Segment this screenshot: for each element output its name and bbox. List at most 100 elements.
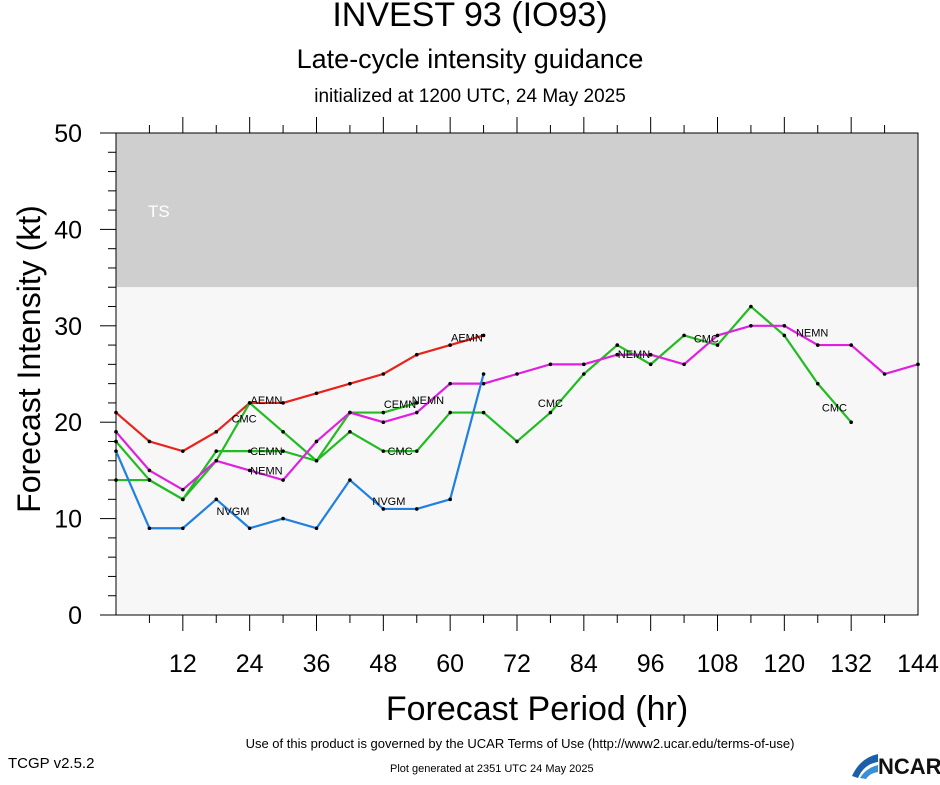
y-tick-label: 30	[54, 313, 82, 341]
data-point-cmc	[615, 343, 620, 347]
x-tick-label: 132	[830, 650, 872, 678]
data-point-nvgm	[281, 516, 285, 521]
series-label-cmc: CMC	[388, 446, 413, 458]
data-point-aemn	[281, 401, 285, 405]
series-label-cmc: CMC	[538, 398, 563, 410]
data-point-aemn	[114, 410, 118, 415]
x-tick-label: 84	[570, 650, 598, 678]
y-axis-label: Forecast Intensity (kt)	[11, 205, 47, 513]
data-point-aemn	[214, 430, 219, 434]
data-point-nemn	[348, 410, 352, 415]
band-0	[116, 133, 918, 288]
data-point-cmc	[849, 420, 853, 425]
ncar-logo-icon	[852, 754, 878, 779]
y-tick-label: 10	[54, 506, 82, 534]
data-point-cmc	[281, 430, 285, 434]
data-point-aemn	[147, 439, 152, 444]
data-point-cmc	[548, 410, 553, 415]
x-tick-label: 48	[369, 650, 397, 678]
data-point-nvgm	[414, 507, 419, 511]
series-line-cemn	[116, 401, 418, 501]
data-point-nemn	[882, 372, 887, 376]
data-point-nvgm	[481, 372, 486, 376]
series-label-cmc: CMC	[694, 333, 719, 345]
data-point-aemn	[181, 449, 185, 453]
data-point-cmc	[414, 449, 419, 453]
data-point-nemn	[114, 430, 118, 434]
terms-of-use: Use of this product is governed by the U…	[245, 736, 795, 751]
data-point-cemn	[181, 497, 185, 502]
data-point-nemn	[281, 478, 285, 482]
x-tick-label: 144	[897, 650, 939, 678]
chart-subtitle: Late-cycle intensity guidance	[296, 44, 644, 74]
data-point-nemn	[782, 324, 787, 328]
data-point-nemn	[815, 343, 820, 347]
y-tick-label: 20	[54, 409, 82, 437]
series-label-nemn: NEMN	[250, 465, 282, 477]
data-point-nemn	[849, 343, 853, 347]
data-point-nvgm	[147, 526, 152, 531]
data-point-nvgm	[181, 526, 185, 531]
band-label: TS	[148, 202, 170, 221]
data-point-nvgm	[114, 449, 118, 453]
data-point-cemn	[281, 449, 285, 453]
data-point-nemn	[147, 468, 152, 473]
data-point-nemn	[615, 352, 620, 357]
data-point-aemn	[414, 352, 419, 357]
y-tick-label: 0	[68, 602, 82, 630]
data-point-nemn	[247, 468, 252, 473]
x-axis-label: Forecast Period (hr)	[386, 690, 688, 728]
series-line-nvgm	[114, 373, 485, 530]
data-point-cmc	[782, 333, 787, 338]
data-point-nemn	[715, 333, 720, 338]
data-point-cmc	[715, 343, 720, 347]
series-line-aemn	[115, 334, 484, 453]
series-label-nemn: NEMN	[796, 328, 828, 340]
x-tick-label: 96	[637, 650, 665, 678]
x-tick-label: 72	[503, 650, 531, 678]
data-point-nemn	[682, 362, 686, 367]
data-point-cmc	[348, 430, 352, 434]
data-point-nemn	[648, 352, 653, 357]
data-point-nemn	[582, 362, 586, 367]
data-point-cmc	[749, 304, 753, 309]
data-point-cmc	[682, 333, 686, 338]
data-point-nemn	[314, 439, 319, 444]
data-point-aemn	[481, 333, 486, 338]
x-tick-label: 60	[436, 650, 464, 678]
data-point-cemn	[147, 478, 152, 482]
y-tick-label: 50	[54, 120, 82, 148]
series-label-cmc: CMC	[822, 403, 847, 415]
data-point-aemn	[348, 381, 352, 386]
data-point-nvgm	[247, 526, 252, 531]
x-tick-label: 36	[303, 650, 331, 678]
data-point-nemn	[481, 381, 486, 386]
data-point-nemn	[181, 487, 185, 492]
data-point-nemn	[749, 324, 753, 328]
init-time: initialized at 1200 UTC, 24 May 2025	[314, 86, 626, 107]
series-label-nvgm: NVGM	[216, 506, 249, 518]
data-point-aemn	[448, 343, 452, 347]
data-point-nemn	[515, 372, 519, 376]
chart-title: INVEST 93 (IO93)	[332, 0, 608, 34]
data-point-nemn	[381, 420, 386, 425]
intensity-chart: TS AEMNAEMNCMCCMCCMCCMCCMCCEMNCEMNNEMNNE…	[11, 117, 939, 728]
series-label-cemn: CEMN	[250, 446, 282, 458]
data-point-nemn	[448, 381, 452, 386]
x-tick-label: 108	[697, 650, 739, 678]
data-point-nemn	[214, 458, 219, 463]
x-tick-label: 12	[169, 650, 197, 678]
series-label-nvgm: NVGM	[372, 496, 405, 508]
ncar-logo: NCAR	[850, 752, 940, 780]
data-point-nvgm	[448, 497, 452, 502]
x-tick-label: 24	[236, 650, 264, 678]
data-point-aemn	[381, 372, 386, 376]
data-point-nvgm	[381, 507, 386, 511]
series-label-cemn: CEMN	[384, 399, 416, 411]
x-tick-label: 120	[763, 650, 805, 678]
series-label-aemn: AEMN	[250, 395, 282, 407]
generated-time: Plot generated at 2351 UTC 24 May 2025	[390, 763, 594, 775]
data-point-cemn	[414, 401, 419, 405]
data-point-aemn	[314, 391, 319, 396]
series-label-nemn: NEMN	[618, 349, 650, 361]
